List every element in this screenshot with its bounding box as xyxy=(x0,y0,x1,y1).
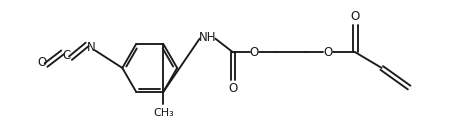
Text: O: O xyxy=(37,56,47,69)
Text: CH₃: CH₃ xyxy=(153,108,174,118)
Text: N: N xyxy=(87,41,95,54)
Text: C: C xyxy=(62,49,71,62)
Text: O: O xyxy=(250,46,259,59)
Text: O: O xyxy=(351,10,360,23)
Text: O: O xyxy=(228,82,237,95)
Text: O: O xyxy=(323,46,332,59)
Text: NH: NH xyxy=(199,31,216,44)
